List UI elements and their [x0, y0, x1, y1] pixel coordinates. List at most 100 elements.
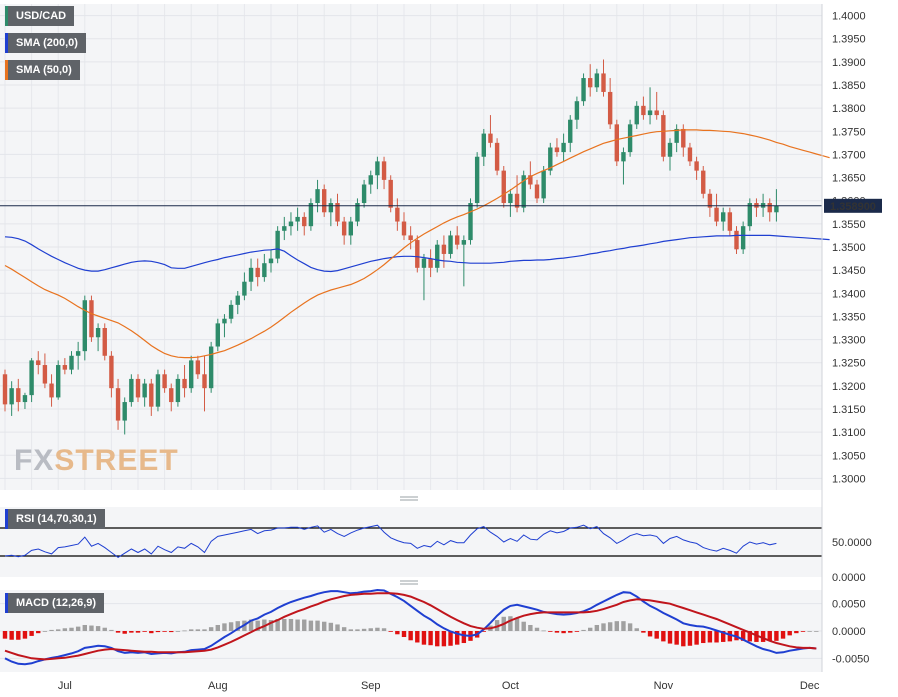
macd-histogram-bar [22, 631, 28, 639]
legend-sma200[interactable]: SMA (200,0) [5, 33, 86, 53]
candle-body [694, 161, 699, 171]
x-tick-label: Sep [361, 680, 381, 692]
candle-body [554, 147, 560, 153]
macd-histogram-bar [581, 629, 586, 631]
price-tick-label: 1.3750 [832, 126, 866, 138]
macd-histogram-bar [774, 631, 779, 641]
candle-body [9, 388, 14, 405]
candle-body [701, 170, 706, 194]
macd-histogram-bar [282, 618, 287, 631]
candle-body [22, 395, 28, 403]
candle-body [687, 147, 693, 162]
candle-body [707, 193, 713, 208]
candle-body [95, 328, 101, 338]
candle-body [588, 78, 593, 88]
candle-body [681, 128, 686, 148]
candle-body [335, 203, 340, 222]
candle-body [661, 115, 666, 157]
candle-body [388, 179, 393, 208]
macd-histogram-bar [627, 623, 633, 631]
x-tick-label: Oct [502, 680, 519, 692]
candle-body [328, 203, 334, 213]
macd-histogram-bar [248, 619, 254, 631]
candle-body [195, 360, 201, 375]
macd-histogram-bar [528, 624, 533, 631]
candle-body [421, 258, 427, 268]
candle-body [29, 360, 34, 396]
macd-histogram-bar [388, 631, 393, 632]
macd-tick-label: 0.0050 [832, 599, 866, 611]
candle-body [601, 73, 606, 92]
candle-body [481, 133, 486, 157]
macd-histogram-bar [548, 631, 553, 632]
candle-body [308, 203, 314, 227]
candle-body [521, 175, 526, 208]
macd-histogram-bar [69, 627, 74, 631]
watermark-street: STREET [54, 444, 179, 477]
macd-histogram-bar [308, 620, 314, 631]
macd-tick-label: -0.0050 [832, 653, 869, 665]
candle-body [494, 142, 500, 171]
legend-macd[interactable]: MACD (12,26,9) [5, 593, 105, 613]
candle-body [455, 235, 460, 245]
macd-histogram-bar [694, 631, 699, 645]
macd-histogram-bar [800, 631, 806, 632]
candle-body [288, 221, 294, 227]
macd-histogram-bar [361, 628, 367, 631]
macd-histogram-bar [701, 631, 706, 644]
candle-body [501, 170, 506, 204]
price-tick-label: 1.3850 [832, 80, 866, 92]
macd-histogram-bar [481, 631, 486, 632]
legend-rsi[interactable]: RSI (14,70,30,1) [5, 509, 105, 529]
candle-body [734, 230, 739, 250]
candle-body [534, 184, 540, 199]
candle-body [514, 193, 520, 208]
candle-body [56, 365, 61, 398]
candle-body [49, 383, 54, 398]
candle-body [36, 360, 41, 366]
macd-histogram-bar [328, 622, 334, 631]
candle-body [222, 318, 227, 324]
macd-histogram-bar [455, 631, 460, 645]
macd-histogram-bar [448, 631, 453, 646]
candle-body [727, 212, 733, 231]
price-tick-label: 1.3200 [832, 381, 866, 393]
macd-histogram-bar [335, 624, 340, 631]
rsi-tick-label: 0.0000 [832, 572, 866, 584]
candle-body [295, 216, 300, 222]
candle-body [541, 170, 546, 199]
macd-histogram-bar [355, 629, 360, 631]
candle-body [714, 207, 719, 222]
macd-histogram-bar [169, 631, 174, 633]
macd-histogram-bar [42, 631, 48, 632]
candle-body [368, 175, 373, 185]
candle-body [75, 351, 81, 356]
x-tick-label: Dec [800, 680, 820, 692]
macd-histogram-bar [428, 631, 433, 646]
macd-tick-label: 0.0000 [832, 626, 866, 638]
candle-body [474, 156, 480, 204]
macd-histogram-bar [115, 631, 121, 633]
candle-body [89, 300, 94, 338]
macd-histogram-bar [2, 631, 8, 639]
macd-histogram-bar [348, 629, 353, 631]
candle-body [228, 304, 234, 319]
macd-histogram-bar [441, 631, 447, 647]
macd-histogram-bar [541, 630, 546, 632]
price-tick-label: 1.3400 [832, 288, 866, 300]
macd-histogram-bar [508, 616, 513, 631]
macd-histogram-bar [767, 631, 772, 641]
x-tick-label: Jul [58, 680, 72, 692]
macd-histogram-bar [208, 627, 214, 631]
candle-body [155, 374, 161, 407]
macd-histogram-bar [182, 630, 187, 632]
candle-body [415, 240, 420, 268]
legend-usdcad[interactable]: USD/CAD [5, 6, 75, 26]
legend-sma50[interactable]: SMA (50,0) [5, 60, 80, 80]
macd-histogram-bar [647, 631, 653, 637]
macd-histogram-bar [16, 631, 21, 640]
price-tick-label: 1.3350 [832, 311, 866, 323]
candle-body [621, 152, 626, 162]
watermark-fx: FX [14, 444, 55, 477]
macd-histogram-bar [95, 626, 101, 631]
